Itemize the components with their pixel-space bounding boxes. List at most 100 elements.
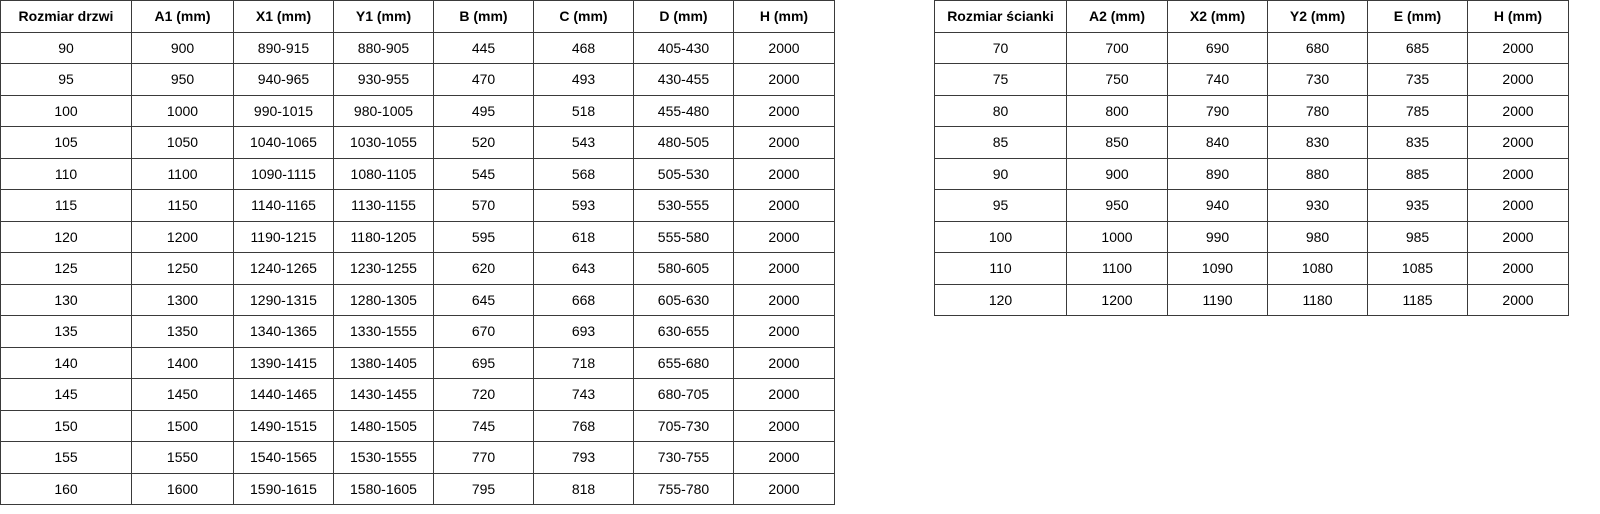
table-cell: 605-630 [633, 283, 734, 316]
table-cell: 735 [1367, 63, 1468, 96]
column-header: A2 (mm) [1066, 0, 1168, 33]
table-cell: 950 [1066, 189, 1168, 222]
table-cell: 750 [1066, 63, 1168, 96]
table-cell: 545 [433, 157, 534, 190]
table-cell: 1500 [131, 409, 234, 442]
table-cell: 885 [1367, 157, 1468, 190]
table-row: 85 850 840 830 835 2000 [934, 126, 1569, 159]
table-cell: 793 [533, 441, 634, 474]
table-cell: 2000 [733, 252, 835, 285]
table-cell: 1330-1555 [333, 315, 434, 348]
table-cell: 455-480 [633, 94, 734, 127]
table-cell: 1080-1105 [333, 157, 434, 190]
table-cell: 570 [433, 189, 534, 222]
table-cell: 580-605 [633, 252, 734, 285]
table-cell: 790 [1167, 94, 1268, 127]
table-cell: 990-1015 [233, 94, 334, 127]
table-cell: 645 [433, 283, 534, 316]
table-cell: 2000 [1467, 126, 1569, 159]
table-cell: 105 [0, 126, 132, 159]
table-cell: 1530-1555 [333, 441, 434, 474]
table-row: 80 800 790 780 785 2000 [934, 94, 1569, 127]
table-cell: 618 [533, 220, 634, 253]
table-cell: 900 [131, 31, 234, 64]
table-cell: 530-555 [633, 189, 734, 222]
table-cell: 890-915 [233, 31, 334, 64]
table-cell: 840 [1167, 126, 1268, 159]
table-cell: 468 [533, 31, 634, 64]
table-cell: 730-755 [633, 441, 734, 474]
table-cell: 1030-1055 [333, 126, 434, 159]
table-cell: 2000 [1467, 189, 1569, 222]
table-cell: 1200 [131, 220, 234, 253]
table-cell: 780 [1267, 94, 1368, 127]
table-cell: 705-730 [633, 409, 734, 442]
column-header: Y1 (mm) [333, 0, 434, 33]
table-cell: 818 [533, 472, 634, 505]
table-cell: 1440-1465 [233, 378, 334, 411]
header-row: Rozmiar drzwi A1 (mm) X1 (mm) Y1 (mm) B (mm)… [0, 0, 835, 33]
column-header: X1 (mm) [233, 0, 334, 33]
table-cell: 2000 [733, 157, 835, 190]
table-cell: 495 [433, 94, 534, 127]
table-cell: 2000 [1467, 63, 1569, 96]
table-cell: 480-505 [633, 126, 734, 159]
table-cell: 2000 [1467, 94, 1569, 127]
table-row: 110 1100 1090-1115 1080-1105 545 568 505-530 20… [0, 157, 835, 190]
table-cell: 690 [1167, 31, 1268, 64]
table-row: 120 1200 1190 1180 1185 2000 [934, 283, 1569, 316]
table-row: 140 1400 1390-1415 1380-1405 695 718 655-680 20… [0, 346, 835, 379]
table-row: 100 1000 990-1015 980-1005 495 518 455-480 2000 [0, 94, 835, 127]
table-cell: 150 [0, 409, 132, 442]
table-cell: 543 [533, 126, 634, 159]
table-cell: 2000 [733, 409, 835, 442]
column-header: Rozmiar drzwi [0, 0, 132, 33]
table-cell: 155 [0, 441, 132, 474]
table-cell: 685 [1367, 31, 1468, 64]
column-header: D (mm) [633, 0, 734, 33]
table-cell: 620 [433, 252, 534, 285]
table-cell: 405-430 [633, 31, 734, 64]
table-cell: 1000 [131, 94, 234, 127]
table-cell: 1100 [1066, 252, 1168, 285]
table-cell: 740 [1167, 63, 1268, 96]
table-cell: 1240-1265 [233, 252, 334, 285]
table-cell: 785 [1367, 94, 1468, 127]
table-cell: 1250 [131, 252, 234, 285]
table-cell: 1190 [1167, 283, 1268, 316]
table-cell: 2000 [733, 283, 835, 316]
table-cell: 720 [433, 378, 534, 411]
table-cell: 110 [0, 157, 132, 190]
table-cell: 940-965 [233, 63, 334, 96]
table-cell: 1185 [1367, 283, 1468, 316]
table-cell: 135 [0, 315, 132, 348]
table-cell: 120 [0, 220, 132, 253]
table-cell: 593 [533, 189, 634, 222]
table-cell: 1090 [1167, 252, 1268, 285]
column-header: Y2 (mm) [1267, 0, 1368, 33]
table-cell: 700 [1066, 31, 1168, 64]
table-cell: 755-780 [633, 472, 734, 505]
table-cell: 85 [934, 126, 1067, 159]
table-cell: 1380-1405 [333, 346, 434, 379]
table-cell: 1600 [131, 472, 234, 505]
table-cell: 1040-1065 [233, 126, 334, 159]
table-cell: 100 [0, 94, 132, 127]
table-cell: 115 [0, 189, 132, 222]
table-cell: 2000 [733, 315, 835, 348]
column-header: Rozmiar ścianki [934, 0, 1067, 33]
table-cell: 445 [433, 31, 534, 64]
table-cell: 768 [533, 409, 634, 442]
table-cell: 110 [934, 252, 1067, 285]
table-cell: 2000 [733, 378, 835, 411]
table-cell: 980 [1267, 220, 1368, 253]
door-dimensions-table: Rozmiar drzwi A1 (mm) X1 (mm) Y1 (mm) B (mm)… [0, 0, 835, 505]
table-cell: 125 [0, 252, 132, 285]
table-cell: 693 [533, 315, 634, 348]
table-cell: 95 [0, 63, 132, 96]
column-header: H (mm) [733, 0, 835, 33]
table-cell: 935 [1367, 189, 1468, 222]
table-cell: 1140-1165 [233, 189, 334, 222]
table-cell: 1150 [131, 189, 234, 222]
table-cell: 800 [1066, 94, 1168, 127]
